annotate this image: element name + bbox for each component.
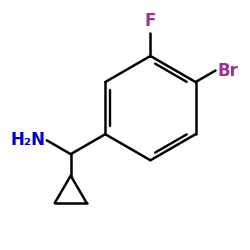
Text: H₂N: H₂N [10,131,45,149]
Text: Br: Br [218,62,239,80]
Text: F: F [145,12,156,30]
